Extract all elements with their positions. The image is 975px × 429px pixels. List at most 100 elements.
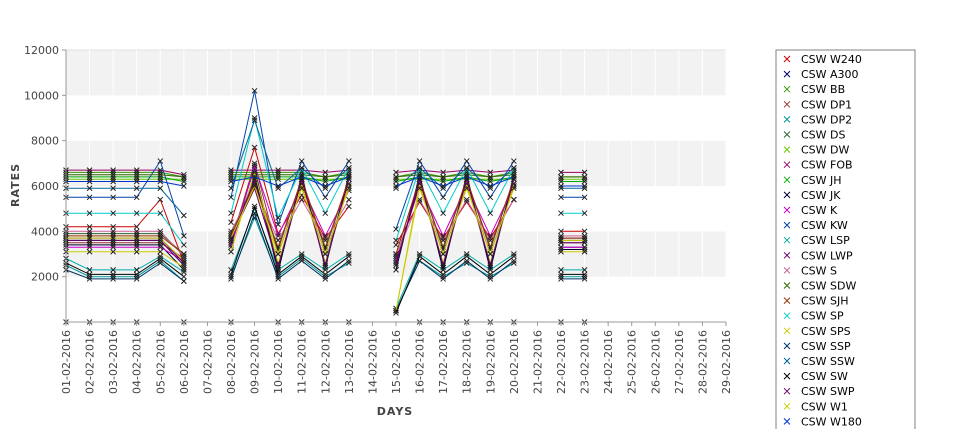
series-15: [63, 171, 588, 180]
data-point: [251, 203, 258, 210]
data-point: [110, 242, 116, 248]
data-point: [157, 242, 164, 248]
data-point: [581, 183, 588, 189]
data-point: [228, 219, 234, 226]
data-point: [487, 273, 494, 280]
x-tick-label: 11-02-2016: [296, 330, 309, 394]
data-point: [86, 276, 93, 282]
data-point: [110, 228, 116, 235]
series-line: [66, 235, 185, 255]
data-point: [157, 210, 164, 217]
data-point: [463, 171, 470, 178]
data-point: [133, 248, 140, 255]
x-tick-label: 07-02-2016: [201, 330, 214, 394]
data-point: [86, 228, 93, 235]
data-point: [581, 233, 588, 239]
legend-marker: [783, 176, 791, 184]
series-12: [63, 205, 588, 312]
data-point: [511, 174, 517, 180]
x-axis: 01-02-2016 02-02-2016 03-02-2016 04-02-2016…: [60, 321, 733, 394]
data-point: [251, 169, 258, 176]
data-point: [110, 167, 116, 173]
data-point: [228, 167, 234, 173]
data-point: [581, 169, 588, 176]
data-point: [251, 162, 258, 169]
data-point: [133, 167, 140, 173]
x-tick-label: 27-02-2016: [673, 330, 686, 394]
data-point: [511, 185, 517, 192]
data-point: [322, 271, 329, 278]
data-point: [298, 174, 305, 180]
legend-label: CSW W1: [801, 400, 848, 413]
legend-marker: [783, 116, 791, 123]
data-point: [393, 260, 399, 266]
legend-marker: [783, 191, 791, 199]
data-point: [511, 171, 517, 178]
series-line: [230, 117, 350, 220]
data-point: [157, 185, 164, 192]
y-axis: 2000 4000 6000 8000 10000 12000: [24, 44, 67, 322]
data-point: [86, 174, 93, 180]
x-tick-label: 20-02-2016: [508, 330, 521, 394]
data-point: [181, 257, 187, 264]
data-point: [181, 262, 187, 269]
data-point: [322, 251, 329, 257]
legend-label: CSW DS: [801, 129, 846, 142]
data-point: [581, 228, 588, 235]
series-line: [230, 176, 350, 187]
y-tick-label: 8000: [31, 135, 59, 148]
data-point: [157, 233, 164, 239]
data-point: [157, 244, 164, 251]
x-tick-label: 23-02-2016: [579, 330, 592, 394]
data-point: [157, 196, 164, 203]
x-tick-label: 17-02-2016: [437, 330, 450, 394]
data-point: [558, 210, 564, 217]
data-point: [487, 262, 494, 269]
data-point: [157, 171, 164, 178]
x-tick-label: 24-02-2016: [602, 330, 615, 394]
data-point: [86, 185, 93, 192]
data-point: [298, 158, 305, 164]
data-point: [487, 174, 494, 180]
data-point: [581, 239, 588, 246]
legend-marker: [783, 236, 791, 244]
data-point: [322, 174, 329, 180]
data-point: [228, 174, 234, 180]
data-point: [110, 176, 116, 183]
x-tick-label: 09-02-2016: [249, 330, 262, 394]
data-point: [440, 178, 446, 185]
data-point: [228, 194, 234, 201]
data-point: [133, 176, 140, 183]
data-point: [346, 260, 352, 266]
legend-marker: [783, 402, 791, 410]
data-point: [322, 246, 329, 253]
series-line: [395, 255, 515, 314]
data-point: [511, 260, 517, 266]
series-line: [395, 169, 514, 173]
data-point: [86, 178, 93, 185]
data-point: [511, 253, 517, 260]
data-point: [251, 171, 258, 178]
series-line: [395, 176, 515, 187]
data-point: [133, 174, 140, 180]
legend-marker: [783, 387, 791, 395]
legend-label: CSW DP1: [801, 98, 852, 111]
legend-label: CSW BB: [801, 83, 845, 96]
data-point: [416, 185, 423, 192]
data-point: [440, 273, 446, 280]
x-tick-label: 29-02-2016: [720, 330, 733, 394]
data-point: [228, 248, 234, 255]
legend-label: CSW S: [801, 264, 837, 277]
data-point: [86, 233, 93, 239]
data-point: [133, 185, 140, 192]
data-point: [322, 194, 329, 201]
x-tick-label: 26-02-2016: [649, 330, 662, 394]
data-point: [110, 276, 116, 282]
y-tick-label: 4000: [31, 225, 59, 238]
x-tick-label: 16-02-2016: [414, 330, 427, 394]
data-point: [86, 176, 93, 183]
data-point: [228, 171, 234, 178]
legend-label: CSW KW: [801, 219, 848, 232]
data-point: [110, 235, 116, 241]
x-tick-label: 04-02-2016: [131, 330, 144, 394]
